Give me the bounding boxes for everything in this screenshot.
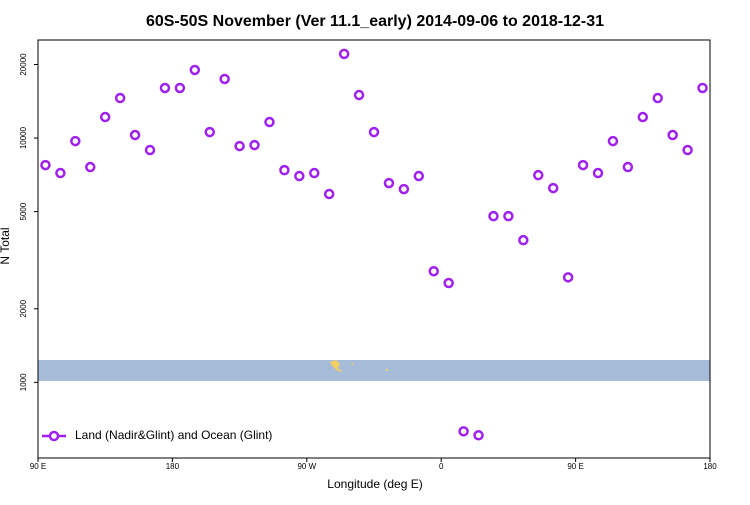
data-point — [592, 167, 604, 179]
data-point — [189, 64, 201, 76]
data-point — [682, 144, 693, 156]
data-point — [518, 234, 529, 246]
plot-frame — [37, 39, 711, 459]
land-patch — [386, 369, 388, 371]
data-point — [533, 169, 544, 181]
data-point — [323, 188, 335, 200]
y-tick-label: 20000 — [19, 53, 28, 76]
data-point — [488, 210, 499, 222]
y-tick-label: 1000 — [19, 373, 28, 391]
data-point — [622, 161, 634, 173]
x-tick-label: 90 E — [567, 462, 583, 471]
data-point — [473, 430, 484, 441]
map-strip — [38, 360, 710, 381]
data-point — [577, 159, 589, 171]
data-point — [309, 167, 320, 179]
land-patch — [330, 360, 343, 372]
data-point — [697, 82, 708, 94]
x-tick-label: 0 — [439, 462, 444, 471]
data-point — [159, 82, 171, 94]
y-tick-label: 2000 — [19, 299, 28, 317]
data-point — [338, 48, 350, 60]
data-point — [503, 210, 514, 222]
data-point — [667, 129, 678, 141]
x-axis-label: Longitude (deg E) — [327, 477, 422, 491]
data-point — [174, 82, 186, 94]
x-tick-label: 90 E — [30, 462, 46, 471]
data-point — [129, 129, 141, 141]
data-point — [562, 272, 574, 283]
data-point — [249, 139, 260, 151]
data-point — [99, 111, 111, 123]
data-point — [443, 277, 454, 289]
legend-label: Land (Nadir&Glint) and Ocean (Glint) — [75, 428, 272, 442]
data-point — [413, 170, 425, 182]
data-point — [234, 140, 245, 152]
y-tick-label: 10000 — [19, 126, 28, 149]
data-point — [85, 161, 96, 173]
land-patch — [351, 363, 354, 364]
data-point — [637, 111, 649, 123]
data-point — [652, 92, 663, 104]
data-point — [70, 135, 81, 147]
data-point — [294, 170, 305, 182]
chart-title: 60S-50S November (Ver 11.1_early) 2014-0… — [146, 13, 604, 30]
data-point — [144, 144, 156, 156]
data-point — [264, 116, 275, 128]
data-point — [428, 265, 439, 277]
data-point — [368, 126, 380, 138]
data-point — [204, 126, 215, 138]
y-axis-label: N Total — [0, 227, 12, 264]
data-point — [219, 73, 230, 85]
data-point — [398, 183, 410, 195]
data-point — [383, 177, 395, 189]
data-point — [279, 164, 290, 176]
data-point — [458, 426, 469, 437]
x-tick-label: 180 — [703, 462, 717, 471]
data-point — [55, 167, 66, 179]
data-point — [353, 89, 365, 101]
y-tick-label: 5000 — [19, 202, 28, 220]
legend-marker — [48, 430, 60, 442]
data-point — [607, 135, 619, 147]
data-point — [547, 182, 559, 194]
data-point — [114, 92, 126, 104]
x-tick-label: 180 — [166, 462, 180, 471]
data-point — [40, 159, 51, 171]
x-tick-label: 90 W — [297, 462, 316, 471]
